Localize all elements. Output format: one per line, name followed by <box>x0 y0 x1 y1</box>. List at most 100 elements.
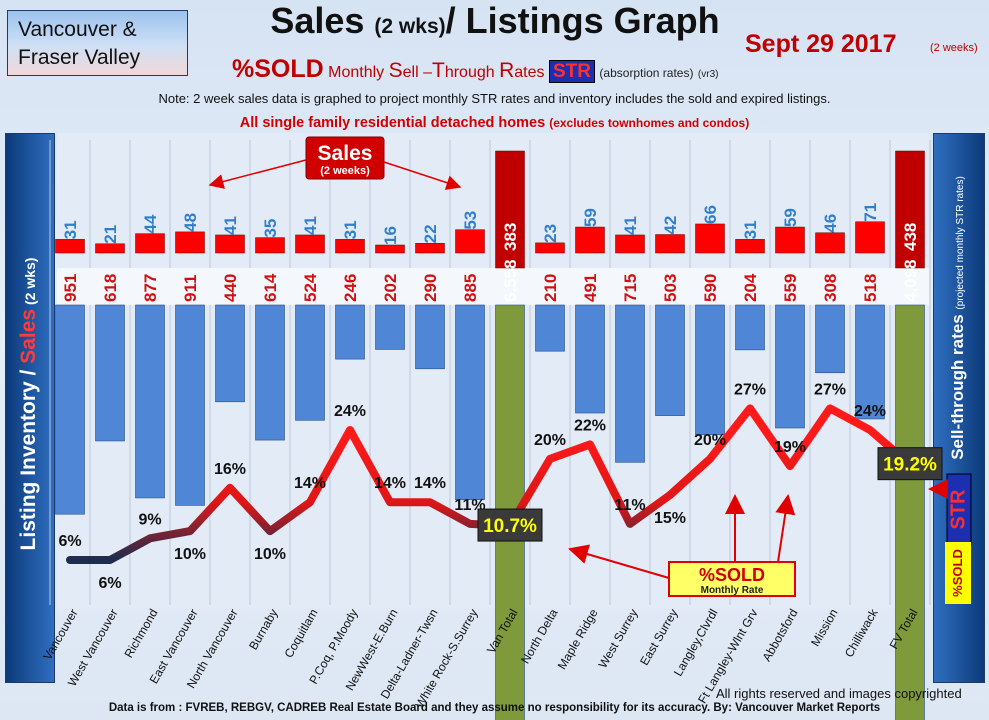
rate-label: 19% <box>774 439 806 456</box>
sales-value-label: 16 <box>381 226 400 245</box>
rate-label: 10% <box>174 546 206 563</box>
inventory-value-label: 590 <box>701 274 720 302</box>
sold-tag-arrow-right <box>775 494 796 563</box>
rate-label: 22% <box>574 417 606 434</box>
inventory-bar <box>415 304 445 370</box>
sales-value-label: 41 <box>621 216 640 235</box>
inventory-bar <box>535 304 565 352</box>
total-rate-box <box>877 447 943 481</box>
rate-label: 10% <box>254 546 286 563</box>
sales-bar <box>775 226 805 254</box>
sales-value-label: 35 <box>261 219 280 238</box>
subtitle-sold: %SOLD <box>232 55 324 83</box>
inventory-value-label: 618 <box>101 274 120 302</box>
subtitle-hrough: hrough <box>444 64 500 81</box>
inventory-bar <box>775 304 805 429</box>
category-label: East Surrey <box>637 607 680 668</box>
sales-bar <box>55 239 85 254</box>
sales-bar <box>295 234 325 254</box>
inventory-value-label: 951 <box>61 274 80 302</box>
sales-value-label: 23 <box>541 224 560 243</box>
inventory-bar <box>335 304 365 360</box>
sold-tag-arrow-left <box>568 544 670 579</box>
bars-layer <box>55 150 925 720</box>
sales-bar <box>815 232 845 254</box>
inventory-value-label: 491 <box>581 274 600 302</box>
title-main: Sales <box>270 0 365 41</box>
rate-label: 16% <box>214 461 246 478</box>
sales-value-label: 59 <box>781 208 800 227</box>
inventory-bar <box>615 304 645 463</box>
category-label: Vancouver <box>40 607 80 663</box>
inventory-bar <box>295 304 325 421</box>
inventory-bar <box>655 304 685 416</box>
subtitle-s: S <box>388 59 403 82</box>
rate-label: 20% <box>694 432 726 449</box>
sales-bar <box>855 221 885 254</box>
rate-label: 11% <box>614 497 645 514</box>
left-axis-panel <box>5 133 55 683</box>
inventory-value-label: 202 <box>381 274 400 302</box>
category-label: Abbotsford <box>759 607 800 664</box>
scope-line: All single family residential detached h… <box>0 115 989 131</box>
rate-label: 20% <box>534 432 566 449</box>
sales-bar <box>615 234 645 254</box>
title-small: (2 wks) <box>374 15 446 38</box>
sold-tag <box>668 561 796 597</box>
inventory-bar <box>455 304 485 500</box>
sales-bar <box>215 234 245 254</box>
sales-value-label: 44 <box>141 214 160 233</box>
category-label: Coquitlam <box>281 607 320 661</box>
subtitle-dash: – <box>418 64 432 81</box>
rate-label: 6% <box>98 575 121 592</box>
subtitle-ell: ell <box>402 64 419 81</box>
sales-bar <box>695 223 725 254</box>
inventory-value-label: 559 <box>781 274 800 302</box>
rate-label: 14% <box>374 475 406 492</box>
inventory-label-band <box>57 268 929 305</box>
rate-label: 27% <box>814 381 846 398</box>
sales-value-label: 31 <box>61 220 80 239</box>
sales-value-label: 48 <box>181 213 200 232</box>
region-box: Vancouver & Fraser Valley <box>7 10 188 76</box>
rate-label: 24% <box>854 403 886 420</box>
category-label: Burnaby <box>246 607 280 653</box>
sales-value-label: 21 <box>101 225 120 244</box>
inventory-value-label: 246 <box>341 274 360 302</box>
inventory-bar <box>735 304 765 351</box>
inventory-bar <box>175 304 205 506</box>
inventory-value-label: 290 <box>421 274 440 302</box>
inventory-value-label: 524 <box>301 273 320 302</box>
sales-tag-sub: (2 weeks) <box>320 165 370 177</box>
sales-value-label: 42 <box>661 216 680 235</box>
copyright-text: All rights reserved and images copyright… <box>716 686 962 701</box>
scope-main: All single family residential detached h… <box>239 115 546 131</box>
report-date: Sept 29 2017 <box>745 30 897 58</box>
inventory-bar <box>695 304 725 436</box>
sales-bar <box>375 244 405 254</box>
inventory-value-label: 440 <box>221 274 240 302</box>
inventory-value-label: 877 <box>141 274 160 302</box>
source-text: Data is from : FVREB, REBGV, CADREB Real… <box>108 702 881 714</box>
subtitle-version: (vr3) <box>697 69 719 80</box>
category-label: Richmond <box>121 607 160 661</box>
region-line-1: Vancouver & <box>18 18 137 41</box>
sales-bar <box>135 233 165 254</box>
sales-value-label: 53 <box>461 211 480 230</box>
inventory-value-label: 4,098 <box>901 259 920 302</box>
rate-label: 14% <box>414 475 446 492</box>
sales-bar <box>895 150 925 269</box>
sales-bar <box>655 234 685 254</box>
note-line: Note: 2 week sales data is graphed to pr… <box>158 91 831 106</box>
inventory-bar <box>95 304 125 442</box>
sales-value-label: 46 <box>821 214 840 233</box>
rate-label: 27% <box>734 381 766 398</box>
sales-value-label: 41 <box>301 216 320 235</box>
rate-label: 15% <box>654 510 686 527</box>
sales-value-label: 438 <box>901 223 920 251</box>
sales-value-label: 22 <box>421 224 440 243</box>
subtitle-ates: ates <box>514 64 545 81</box>
category-label: Maple Ridge <box>555 606 601 672</box>
subtitle-monthly: Monthly <box>328 64 385 81</box>
